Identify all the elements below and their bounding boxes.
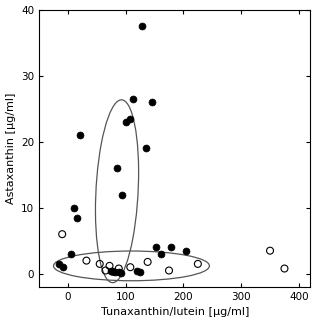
Point — [145, 259, 150, 265]
Point — [103, 268, 108, 273]
X-axis label: Tunaxanthin/lutein [µg/ml]: Tunaxanthin/lutein [µg/ml] — [100, 307, 249, 318]
Point — [168, 245, 173, 250]
Point — [74, 215, 79, 220]
Point — [149, 99, 154, 105]
Point — [113, 270, 118, 275]
Point — [109, 268, 114, 273]
Point — [139, 24, 144, 29]
Y-axis label: Astaxanthin [µg/ml]: Astaxanthin [µg/ml] — [6, 93, 15, 204]
Point — [184, 248, 189, 253]
Point — [119, 192, 124, 197]
Point — [137, 270, 143, 275]
Point — [118, 271, 124, 276]
Point — [123, 119, 128, 124]
Point — [268, 248, 273, 253]
Point — [61, 265, 66, 270]
Point — [130, 96, 135, 101]
Point — [57, 261, 62, 266]
Point — [107, 263, 112, 268]
Point — [111, 269, 116, 275]
Point — [116, 269, 121, 275]
Point — [114, 165, 119, 171]
Point — [84, 258, 89, 263]
Point — [195, 261, 200, 266]
Point — [97, 261, 102, 266]
Point — [159, 251, 164, 256]
Point — [128, 116, 133, 121]
Point — [77, 132, 82, 138]
Point — [68, 251, 73, 256]
Point — [167, 268, 172, 273]
Point — [116, 266, 121, 271]
Point — [71, 205, 76, 210]
Point — [143, 146, 149, 151]
Point — [135, 268, 140, 273]
Point — [282, 266, 287, 271]
Point — [153, 245, 158, 250]
Point — [60, 232, 65, 237]
Point — [128, 265, 133, 270]
